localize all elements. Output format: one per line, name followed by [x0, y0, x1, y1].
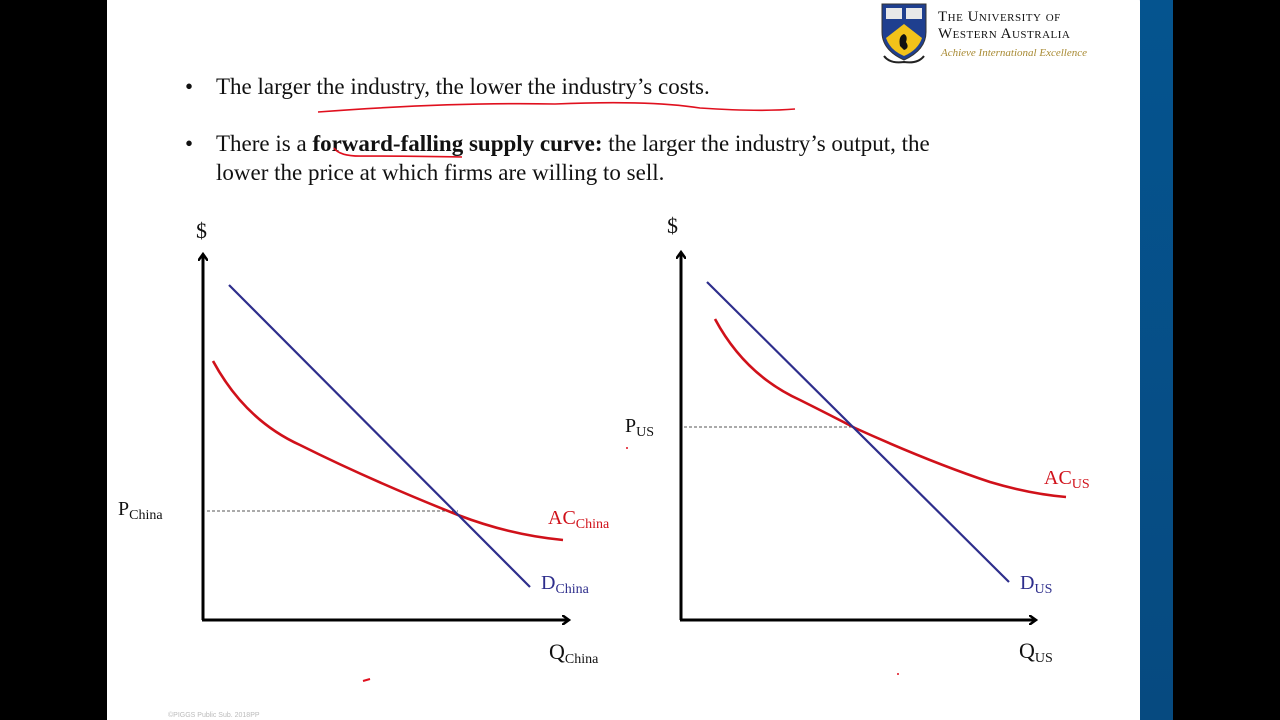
bullet-2-suffix: the larger the industry’s output, the — [602, 131, 930, 156]
ac-curve-us — [713, 318, 1067, 499]
annotation-mark — [362, 678, 371, 682]
x-axis-label-china: QChina — [549, 639, 599, 667]
chart-us — [680, 253, 1067, 620]
bullet-dot: • — [185, 131, 194, 156]
demand-line-us — [706, 281, 1010, 583]
bullet-2-bold-term: forward-falling supply curve: — [312, 131, 603, 156]
logo-line-2: Western Australia — [938, 26, 1071, 42]
ac-curve-china — [211, 360, 564, 542]
annotation-dot — [897, 673, 899, 675]
demand-line-china — [228, 284, 531, 588]
bullet-dot: • — [185, 74, 194, 99]
bullet-2-text: There is a forward-falling supply curve:… — [216, 129, 930, 158]
slide-border-corner-mask — [1100, 0, 1140, 16]
bullet-2-line-2: lower the price at which firms are willi… — [216, 160, 665, 185]
price-label-china: PChina — [118, 498, 163, 523]
annotation-underline-1 — [317, 101, 796, 113]
ac-label-us: ACUS — [1044, 467, 1090, 492]
y-axis-label-china: $ — [196, 218, 207, 243]
university-crest-icon — [881, 3, 927, 64]
logo-line-1: The University of — [938, 9, 1061, 25]
slide-footer: ©PIGGS Public Sub. 2018PP — [168, 712, 260, 719]
logo-tagline: Achieve International Excellence — [941, 47, 1087, 59]
university-logo: The University of Western Australia Achi… — [880, 2, 1105, 68]
demand-label-china: DChina — [541, 572, 589, 597]
price-label-us: PUS — [625, 415, 655, 440]
annotation-dot — [626, 447, 628, 449]
x-axis-label-us: QUS — [1019, 638, 1053, 666]
ac-label-china: ACChina — [548, 507, 610, 532]
bullet-1-text: The larger the industry, the lower the i… — [216, 74, 710, 99]
slide-blue-border — [1140, 0, 1173, 720]
chart-china — [202, 255, 568, 620]
y-axis-label-us: $ — [667, 213, 678, 238]
bullet-2-prefix: There is a — [216, 131, 313, 156]
slide — [107, 0, 1173, 720]
annotation-underline-2 — [333, 147, 463, 158]
demand-label-us: DUS — [1020, 572, 1053, 597]
